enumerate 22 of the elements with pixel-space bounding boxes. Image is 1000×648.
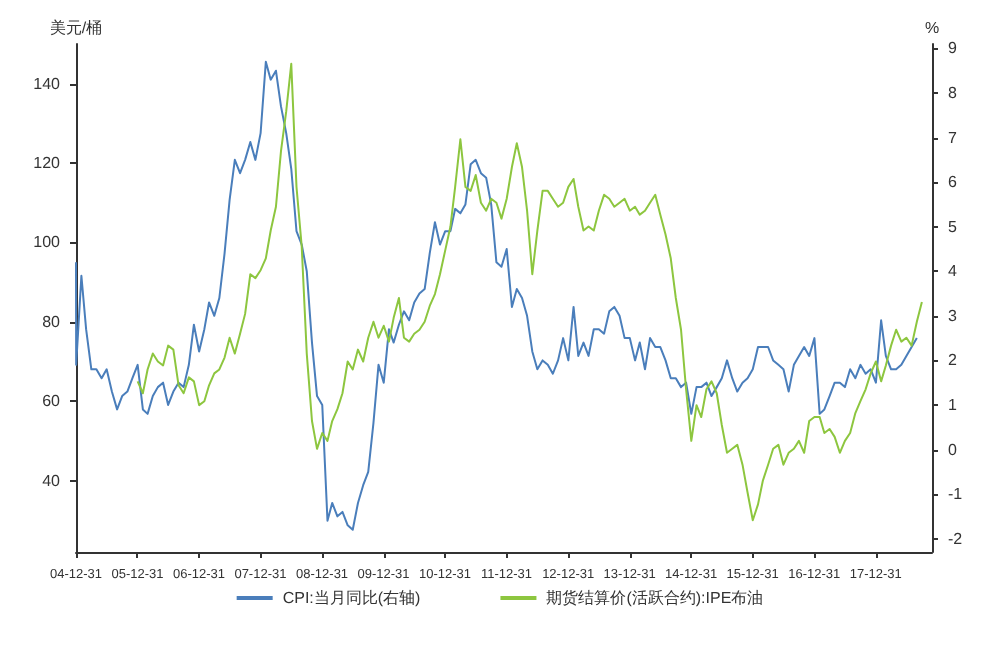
y2-tick-label: -1	[948, 485, 964, 504]
y2-tick-label: 4	[948, 262, 958, 281]
y2-tick-label: 6	[948, 173, 958, 192]
y-tick-label: 140	[33, 74, 62, 93]
y2-tick-label: -2	[948, 529, 964, 548]
legend-label: 期货结算价(活跃合约):IPE布油	[546, 589, 764, 607]
y2-axis-title: %	[924, 19, 940, 37]
y-axis-title: 美元/桶	[49, 19, 103, 37]
y2-tick-label: 3	[948, 306, 958, 325]
y2-tick-label: 1	[948, 395, 958, 414]
y-tick-label: 100	[33, 233, 62, 252]
y2-tick-label: 7	[948, 128, 958, 147]
legend-label: CPI:当月同比(右轴)	[282, 589, 422, 607]
y-tick-label: 40	[42, 471, 62, 490]
y2-tick-label: 8	[948, 84, 958, 103]
y2-tick-label: 9	[948, 39, 958, 58]
y-tick-label: 80	[42, 312, 62, 331]
y2-tick-label: 0	[948, 440, 958, 459]
y-tick-label: 120	[33, 154, 62, 173]
y2-tick-label: 5	[948, 217, 958, 236]
y-tick-label: 60	[42, 392, 62, 411]
y2-tick-label: 2	[948, 351, 958, 370]
